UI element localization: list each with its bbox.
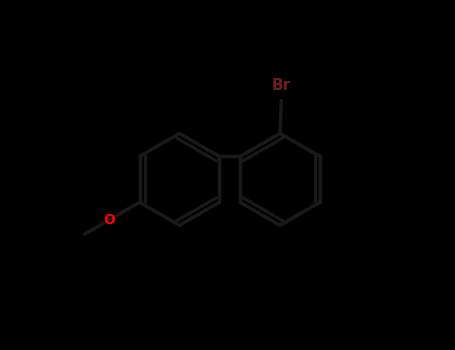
Text: O: O <box>103 213 115 227</box>
Text: Br: Br <box>272 78 291 93</box>
